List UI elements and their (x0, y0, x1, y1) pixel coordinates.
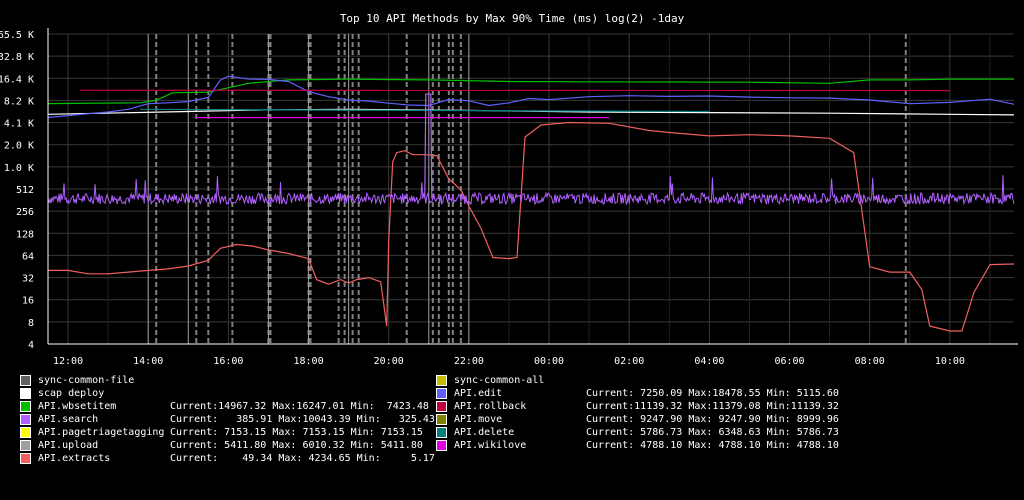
y-tick-label: 4 (28, 340, 34, 351)
x-tick-label: 18:00 (293, 356, 323, 367)
legend-swatch (436, 401, 447, 412)
legend-label: API.pagetriagetagging (38, 427, 165, 438)
legend-label: API.search (38, 414, 99, 425)
legend-stats: Current:11139.32 Max:11379.08 Min:11139.… (586, 401, 839, 412)
legend-stats: Current: 5786.73 Max: 6348.63 Min: 5786.… (586, 427, 839, 438)
legend-swatch (20, 388, 31, 399)
series-line-api-search-noisy (47, 175, 1015, 206)
y-tick-label: 16 (22, 296, 34, 307)
x-tick-label: 16:00 (213, 356, 243, 367)
x-tick-label: 08:00 (855, 356, 885, 367)
y-tick-label: 65.5 K (0, 30, 34, 41)
legend-label: API.edit (454, 388, 503, 399)
y-tick-label: 32 (22, 274, 34, 285)
legend-item: API.wbsetitem Current:14967.32 Max:16247.… (20, 400, 435, 413)
series-lines (47, 75, 1015, 332)
legend-swatch (436, 427, 447, 438)
legend-item: API.rollback Current:11139.32 Max:11379.0… (436, 400, 839, 413)
x-tick-label: 14:00 (133, 356, 163, 367)
y-tick-label: 1.0 K (4, 163, 34, 174)
chart-title: Top 10 API Methods by Max 90% Time (ms) … (340, 12, 685, 25)
legend-stats: Current: 9247.90 Max: 9247.90 Min: 8999.… (586, 414, 839, 425)
legend-label: API.rollback (454, 401, 527, 412)
legend-right: sync-common-all API.edit Current: 7250.09 … (436, 374, 839, 452)
y-tick-label: 8.2 K (4, 96, 34, 107)
legend-left: sync-common-file scap deploy API.wbsetitem… (20, 374, 435, 465)
legend-stats: Current: 4788.10 Max: 4788.10 Min: 4788.… (586, 440, 839, 451)
legend-item: API.move Current: 9247.90 Max: 9247.90 Mi… (436, 413, 839, 426)
legend-swatch (20, 414, 31, 425)
vertical-rules (147, 34, 907, 344)
y-tick-label: 512 (16, 185, 34, 196)
legend-label: API.upload (38, 440, 99, 451)
legend-swatch (436, 414, 447, 425)
x-tick-label: 00:00 (534, 356, 564, 367)
y-tick-label: 4.1 K (4, 119, 34, 130)
legend-stats: Current: 5411.80 Max: 6010.32 Min: 5411.… (170, 440, 423, 451)
series-line-api-search (47, 108, 1015, 116)
legend-label: API.wikilove (454, 440, 527, 451)
legend-item: sync-common-all (436, 374, 839, 387)
legend-label: API.wbsetitem (38, 401, 117, 412)
legend-item: API.extracts Current: 49.34 Max: 4234.65 … (20, 452, 435, 465)
legend-swatch (20, 375, 31, 386)
legend-swatch (436, 440, 447, 451)
legend-swatch (436, 388, 447, 399)
y-tick-label: 128 (16, 229, 34, 240)
legend-item: API.upload Current: 5411.80 Max: 6010.32 … (20, 439, 435, 452)
legend-stats: Current: 385.91 Max:10043.39 Min: 325.43 (170, 414, 435, 425)
legend-stats: Current: 7250.09 Max:18478.55 Min: 5115.… (586, 388, 839, 399)
legend-label: API.extracts (38, 453, 111, 464)
legend-item: API.search Current: 385.91 Max:10043.39 M… (20, 413, 435, 426)
y-tick-label: 64 (22, 251, 34, 262)
series-spike-api-search (424, 93, 433, 199)
x-tick-label: 10:00 (935, 356, 965, 367)
legend-swatch (436, 375, 447, 386)
legend-item: API.wikilove Current: 4788.10 Max: 4788.1… (436, 439, 839, 452)
x-tick-label: 12:00 (53, 356, 83, 367)
y-tick-label: 16.4 K (0, 74, 34, 85)
series-line-api-delete (140, 108, 710, 113)
legend-item: API.delete Current: 5786.73 Max: 6348.63 … (436, 426, 839, 439)
x-tick-label: 02:00 (614, 356, 644, 367)
axes: 4 8 16 32 64 128 256 512 1.0 K 2.0 K 4.1 K 8.2 K 16.… (0, 28, 1018, 367)
legend-item: sync-common-file (20, 374, 435, 387)
y-tick-label: 8 (28, 318, 34, 329)
series-line-api-edit (47, 75, 1015, 119)
x-tick-label: 20:00 (374, 356, 404, 367)
legend-stats: Current:14967.32 Max:16247.01 Min: 7423.… (170, 401, 429, 412)
legend-swatch (20, 453, 31, 464)
y-tick-label: 2.0 K (4, 141, 34, 152)
legend-swatch (20, 401, 31, 412)
legend-stats: Current: 49.34 Max: 4234.65 Min: 5.17 (170, 453, 435, 464)
x-tick-label: 22:00 (454, 356, 484, 367)
legend-item: scap deploy (20, 387, 435, 400)
chart: Top 10 API Methods by Max 90% Time (ms) … (0, 12, 1018, 367)
legend-item: API.edit Current: 7250.09 Max:18478.55 Mi… (436, 387, 839, 400)
legend-swatch (20, 427, 31, 438)
y-tick-label: 256 (16, 207, 34, 218)
legend-item: API.pagetriagetagging Current: 7153.15 Ma… (20, 426, 435, 439)
legend-label: sync-common-all (454, 375, 545, 386)
y-tick-label: 32.8 K (0, 52, 34, 63)
x-tick-label: 04:00 (694, 356, 724, 367)
legend-label: API.move (454, 414, 503, 425)
legend-label: sync-common-file (38, 375, 135, 386)
series-line-api-wbsetitem (47, 78, 1014, 105)
legend-swatch (20, 440, 31, 451)
legend-stats: Current: 7153.15 Max: 7153.15 Min: 7153.… (170, 427, 423, 438)
x-tick-label: 06:00 (774, 356, 804, 367)
legend-label: scap deploy (38, 388, 105, 399)
legend-label: API.delete (454, 427, 515, 438)
